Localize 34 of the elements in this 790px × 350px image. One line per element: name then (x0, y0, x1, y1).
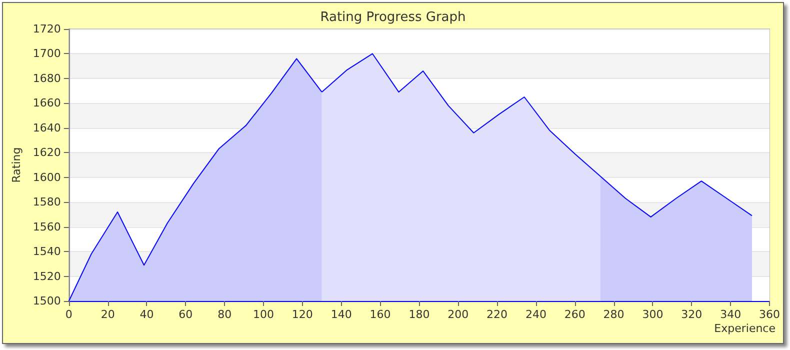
y-tick-label: 1620 (32, 146, 61, 160)
x-tick-label: 340 (720, 308, 742, 321)
x-tick-label: 80 (218, 308, 232, 321)
x-tick-label: 20 (100, 308, 115, 321)
x-tick-label: 300 (642, 308, 664, 321)
x-tick-label: 200 (448, 308, 469, 321)
chart-title: Rating Progress Graph (320, 10, 466, 25)
x-tick-label: 280 (603, 308, 624, 321)
x-tick-label: 0 (65, 308, 72, 321)
x-tick-label: 260 (564, 308, 586, 321)
y-tick-label: 1520 (32, 270, 61, 283)
y-tick-label: 1580 (32, 196, 61, 209)
y-tick-label: 1700 (32, 47, 61, 60)
y-tick-label: 1640 (32, 121, 61, 134)
y-tick-label: 1560 (32, 220, 61, 234)
x-tick-label: 140 (330, 308, 352, 321)
x-tick-label: 100 (253, 308, 274, 321)
x-tick-label: 220 (486, 308, 508, 321)
y-tick-label: 1600 (32, 170, 61, 184)
y-tick-label: 1720 (32, 22, 61, 36)
y-tick-label: 1540 (32, 245, 61, 258)
y-axis-title: Rating (10, 147, 23, 183)
x-axis-title: Experience (714, 322, 776, 335)
x-tick-label: 40 (140, 308, 154, 321)
x-tick-label: 120 (292, 308, 313, 321)
x-tick-label: 240 (525, 308, 546, 321)
y-tick-label: 1680 (32, 72, 61, 85)
x-tick-label: 60 (178, 308, 193, 321)
x-tick-label: 320 (681, 308, 702, 321)
x-tick-label: 160 (370, 308, 391, 321)
x-tick-label: 180 (408, 308, 430, 321)
y-tick-label: 1660 (32, 96, 61, 110)
y-tick-label: 1500 (32, 294, 61, 308)
x-tick-label: 360 (759, 308, 780, 321)
